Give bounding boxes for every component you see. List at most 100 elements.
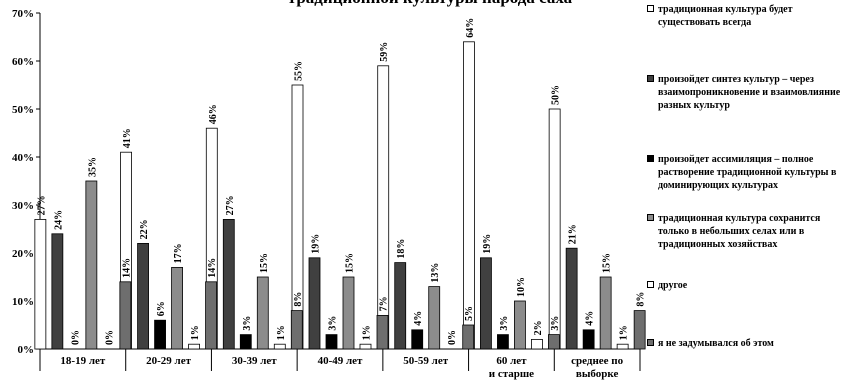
data-label: 17% (173, 243, 184, 263)
bar-5 (273, 343, 286, 350)
data-label: 3% (242, 316, 253, 331)
data-label: 24% (53, 210, 64, 230)
x-category-label: 20-29 лет (146, 355, 191, 367)
data-label: 7% (379, 296, 390, 311)
bar-3 (411, 329, 424, 350)
data-label: 15% (602, 253, 613, 273)
data-label: 5% (464, 306, 475, 321)
legend-label: традиционная культура будет существовать… (658, 4, 793, 28)
bar-1 (291, 84, 304, 350)
y-tick-label: 30% (12, 200, 34, 212)
bar-4 (428, 286, 441, 350)
bar-3 (497, 334, 509, 350)
data-label: 1% (276, 325, 287, 340)
data-label: 59% (379, 42, 390, 62)
legend-swatch (647, 155, 654, 162)
legend-swatch (647, 5, 654, 12)
data-label: 8% (636, 292, 647, 307)
y-tick-label: 60% (12, 56, 34, 68)
bar-3 (239, 334, 252, 350)
data-label: 15% (259, 253, 270, 273)
data-label: 46% (208, 104, 219, 124)
legend-swatch (647, 75, 654, 82)
y-tick-label: 0% (18, 344, 35, 356)
bar-3 (582, 329, 595, 350)
bar-6 (119, 281, 132, 350)
legend-label: другое (658, 280, 688, 291)
data-label: 55% (294, 61, 305, 81)
data-label: 50% (551, 85, 562, 105)
data-label: 19% (311, 234, 322, 254)
bar-2 (222, 218, 235, 350)
bar-4 (342, 276, 355, 350)
x-category-label: 30-39 лет (232, 355, 277, 367)
legend-swatch (647, 339, 654, 346)
legend-label: я не задумывался об этом (658, 338, 774, 349)
y-tick-label: 10% (12, 296, 34, 308)
data-label: 27% (36, 195, 47, 215)
legend-label: традиционная культура сохранится только … (658, 213, 821, 250)
chart-title: традиционной культуры народа саха (180, 0, 680, 8)
data-label: 4% (413, 311, 424, 326)
bar-1 (34, 218, 47, 350)
bar-4 (256, 276, 269, 350)
x-category-label: 18-19 лет (60, 355, 105, 367)
bar-1 (548, 108, 561, 350)
x-category-label: 40-49 лет (318, 355, 363, 367)
data-label: 6% (156, 301, 167, 316)
data-label: 22% (139, 219, 150, 239)
data-label: 41% (122, 128, 133, 148)
data-label: 3% (328, 316, 339, 331)
bar-2 (51, 233, 64, 350)
data-label: 64% (465, 18, 476, 38)
bar-3 (325, 334, 338, 350)
bar-6 (462, 324, 475, 350)
data-label: 21% (568, 224, 579, 244)
x-category-label: среднее по выборке (571, 355, 623, 380)
bar-1 (463, 41, 475, 350)
bar-5 (359, 343, 372, 350)
data-label: 1% (362, 325, 373, 340)
data-label: 8% (293, 292, 304, 307)
bar-5 (531, 338, 543, 350)
bar-2 (308, 257, 321, 350)
bar-2 (565, 247, 578, 350)
y-tick-label: 40% (12, 152, 34, 164)
bar-2 (394, 262, 407, 350)
bar-6 (633, 310, 646, 350)
bar-6 (376, 314, 389, 350)
data-label: 1% (190, 325, 201, 340)
data-label: 2% (533, 320, 544, 335)
bar-3 (154, 319, 166, 350)
bar-6 (290, 310, 303, 350)
data-label: 18% (396, 239, 407, 259)
data-label: 27% (225, 195, 236, 215)
data-label: 15% (345, 253, 356, 273)
bar-4 (85, 180, 98, 350)
bar-5 (188, 343, 200, 350)
bar-6 (548, 334, 560, 350)
data-label: 3% (550, 316, 561, 331)
bar-2 (137, 242, 149, 350)
y-tick-label: 50% (12, 104, 34, 116)
bar-4 (171, 266, 183, 350)
x-category-label: 60 лет и старше (489, 355, 534, 380)
data-label: 35% (87, 157, 98, 177)
bar-2 (480, 257, 492, 350)
y-tick-label: 20% (12, 248, 34, 260)
data-label: 10% (516, 277, 527, 297)
legend-label: произойдет синтез культур – через взаимо… (658, 74, 841, 111)
bar-4 (599, 276, 612, 350)
data-label: 0% (70, 330, 81, 345)
bar-4 (514, 300, 526, 350)
x-category-label: 50-59 лет (403, 355, 448, 367)
data-label: 1% (619, 325, 630, 340)
bar-5 (616, 343, 629, 350)
legend-swatch (647, 214, 654, 221)
bar-6 (205, 281, 217, 350)
legend-label: произойдет ассимиляция – полное растворе… (658, 154, 837, 191)
data-label: 14% (207, 258, 218, 278)
data-label: 0% (447, 330, 458, 345)
data-label: 3% (499, 316, 510, 331)
